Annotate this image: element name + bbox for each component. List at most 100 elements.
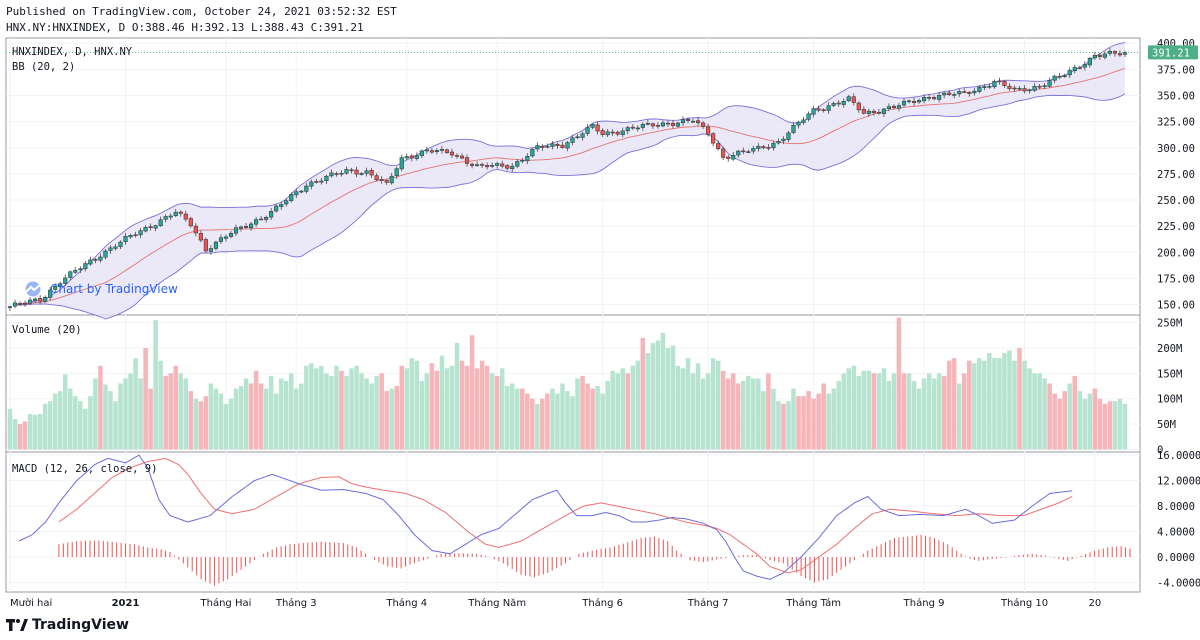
- candle: [359, 173, 364, 175]
- volume-bar: [1062, 391, 1067, 450]
- candle: [696, 120, 701, 124]
- candle: [731, 155, 736, 160]
- volume-bar: [615, 373, 620, 450]
- candle: [319, 180, 324, 183]
- candle: [771, 142, 776, 149]
- candle: [480, 164, 485, 166]
- candle: [796, 121, 801, 126]
- candle: [1062, 75, 1067, 77]
- volume-tick-label: 50M: [1157, 419, 1176, 431]
- volume-bar: [836, 380, 841, 450]
- time-tick-label: Tháng 10: [1000, 597, 1048, 609]
- candle: [901, 100, 907, 106]
- candle: [1007, 85, 1012, 89]
- candle: [630, 126, 635, 129]
- candle: [821, 109, 826, 111]
- candle: [88, 259, 93, 265]
- volume-bar: [464, 365, 470, 450]
- candle: [927, 97, 932, 99]
- volume-bar: [404, 368, 410, 450]
- volume-bar: [339, 370, 344, 450]
- volume-bar: [670, 345, 676, 450]
- candle: [896, 105, 902, 109]
- volume-bar: [208, 383, 214, 450]
- volume-bar: [148, 388, 153, 450]
- time-tick-label: 20: [1088, 598, 1101, 609]
- candle: [1032, 86, 1037, 91]
- candle: [640, 123, 645, 128]
- time-tick-label: Tháng 6: [581, 597, 623, 609]
- volume-bar: [1057, 398, 1062, 450]
- volume-bar: [766, 373, 771, 450]
- candle: [831, 103, 836, 106]
- volume-bar: [37, 413, 43, 450]
- candle: [590, 124, 595, 128]
- volume-bar: [690, 373, 696, 450]
- volume-bar: [640, 337, 646, 450]
- candle: [369, 170, 374, 176]
- volume-bar: [409, 358, 415, 450]
- volume-bar: [1102, 403, 1108, 450]
- volume-bar: [1112, 401, 1118, 450]
- volume-bar: [479, 360, 485, 450]
- volume-bar: [695, 363, 701, 450]
- volume-bar: [394, 386, 399, 450]
- candle: [148, 226, 153, 228]
- volume-bar: [364, 378, 369, 450]
- volume-bar: [188, 391, 194, 450]
- volume-bar: [449, 365, 455, 450]
- volume-bar: [806, 391, 811, 450]
- candle: [178, 211, 183, 214]
- candle: [228, 233, 234, 237]
- volume-bar: [901, 373, 907, 450]
- volume-bar: [585, 383, 590, 450]
- candle: [891, 106, 897, 108]
- volume-bar: [203, 396, 209, 450]
- candle: [58, 283, 63, 287]
- volume-bar: [891, 373, 897, 450]
- candle: [314, 181, 319, 183]
- volume-bar: [509, 383, 515, 450]
- candle: [1077, 67, 1082, 69]
- candle: [33, 298, 38, 301]
- candle: [17, 303, 23, 305]
- candle: [294, 191, 299, 196]
- candle: [223, 236, 229, 239]
- volume-bar: [645, 353, 651, 450]
- candle: [399, 157, 404, 170]
- candle: [605, 131, 610, 136]
- candle: [660, 122, 665, 127]
- volume-bar: [223, 403, 229, 450]
- candle: [992, 81, 997, 88]
- candle: [967, 92, 972, 94]
- volume-bar: [233, 388, 239, 450]
- candle: [761, 146, 766, 149]
- volume-bar: [550, 388, 555, 450]
- candle: [48, 289, 53, 298]
- tradingview-cloud-icon: [25, 281, 41, 297]
- candle: [801, 119, 806, 123]
- volume-bar: [600, 393, 605, 450]
- time-tick-label: Mười hai: [10, 597, 52, 609]
- volume-bar: [560, 383, 565, 450]
- tradingview-brand[interactable]: TradingView: [6, 617, 129, 633]
- volume-bar: [710, 358, 716, 450]
- candle: [53, 285, 58, 290]
- time-tick-label: 2021: [112, 598, 140, 609]
- candle: [841, 101, 846, 105]
- symbol-ohlc-line: HNX.NY:HNXINDEX, D O:388.46 H:392.13 L:3…: [6, 21, 364, 34]
- candle: [128, 235, 133, 238]
- volume-bar: [1122, 403, 1128, 450]
- candle: [806, 113, 811, 120]
- volume-bar: [1007, 350, 1012, 450]
- volume-bar: [977, 358, 982, 450]
- volume-bar: [555, 393, 560, 450]
- chart-watermark[interactable]: Chart by TradingView: [22, 281, 178, 297]
- volume-bar: [389, 388, 394, 450]
- price-tick-label: 250.00: [1157, 195, 1195, 207]
- candle: [153, 225, 158, 229]
- volume-bar: [414, 360, 420, 450]
- candle: [520, 159, 525, 162]
- volume-bar: [675, 365, 681, 450]
